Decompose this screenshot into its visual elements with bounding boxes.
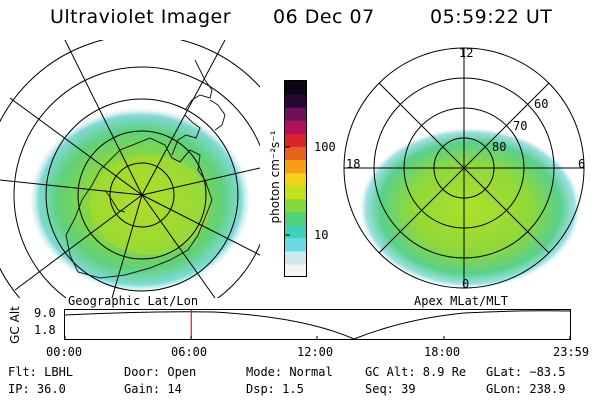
time-label-2359: 23:59	[553, 345, 590, 359]
colorbar-unit-label: photon cm⁻²s⁻¹	[268, 130, 282, 224]
mlt-label-18: 18	[346, 157, 361, 171]
colorbar-band	[285, 107, 307, 121]
time-label-1200: 12:00	[297, 345, 334, 359]
colorbar-band	[285, 133, 307, 147]
colorbar-band	[285, 81, 307, 95]
colorbar-band	[285, 120, 307, 134]
colorbar-band	[285, 94, 307, 108]
gc-alt-label-low: 1.8	[34, 323, 56, 337]
mlat-label-60: 60	[534, 97, 549, 111]
geographic-map	[0, 40, 260, 298]
colorbar-band	[285, 224, 307, 239]
latitude-circles	[0, 40, 260, 298]
magnetic-caption: Apex MLat/MLT	[414, 294, 508, 308]
colorbar-band	[285, 263, 307, 278]
mode-status: Mode: Normal	[246, 365, 333, 379]
mlat-label-80: 80	[492, 140, 507, 154]
observation-date: 06 Dec 07	[273, 6, 375, 28]
gain-status: Gain: 14	[124, 382, 182, 396]
dsp-status: Dsp: 1.5	[246, 382, 304, 396]
colorbar-band	[285, 185, 307, 200]
time-label-0000: 00:00	[46, 345, 83, 359]
geographic-caption: Geographic Lat/Lon	[68, 294, 199, 308]
magnetic-polar-plot	[343, 47, 585, 289]
instrument-title: Ultraviolet Imager	[50, 6, 232, 28]
mlt-label-0: 0	[462, 277, 470, 291]
gc-alt-label-high: 9.0	[34, 306, 56, 320]
observation-time: 05:59:22 UT	[430, 6, 553, 28]
seq-status: Seq: 39	[365, 382, 416, 396]
mlt-label-6: 6	[578, 157, 586, 171]
colorbar-band	[285, 146, 307, 160]
gc-alt-status: GC Alt: 8.9 Re	[365, 365, 467, 379]
aurora-oval-mag	[360, 128, 580, 288]
altitude-strip	[64, 309, 571, 340]
colorbar-band	[285, 172, 307, 187]
mlat-label-70: 70	[513, 119, 528, 133]
filter-status: Flt: LBHL	[8, 365, 74, 379]
colorbar-band	[285, 250, 307, 265]
colorbar-band	[285, 237, 307, 252]
glat-status: GLat: −83.5	[486, 365, 566, 379]
colorbar-band	[285, 198, 307, 213]
altitude-curve	[64, 310, 571, 340]
mlt-lines	[344, 48, 584, 288]
coastlines	[65, 59, 226, 279]
glon-status: GLon: 238.9	[486, 382, 566, 396]
colorbar	[284, 80, 307, 278]
door-status: Door: Open	[124, 365, 197, 379]
mlt-label-12: 12	[459, 46, 474, 60]
colorbar-band	[285, 159, 307, 173]
gc-alt-axis-label: GC Alt	[7, 306, 22, 344]
ip-status: IP: 36.0	[8, 382, 66, 396]
colorbar-band	[285, 211, 307, 226]
time-label-1800: 18:00	[424, 345, 461, 359]
colorbar-tick-100: 100	[314, 140, 336, 154]
colorbar-tick-10: 10	[314, 228, 329, 242]
time-label-0600: 06:00	[171, 345, 208, 359]
